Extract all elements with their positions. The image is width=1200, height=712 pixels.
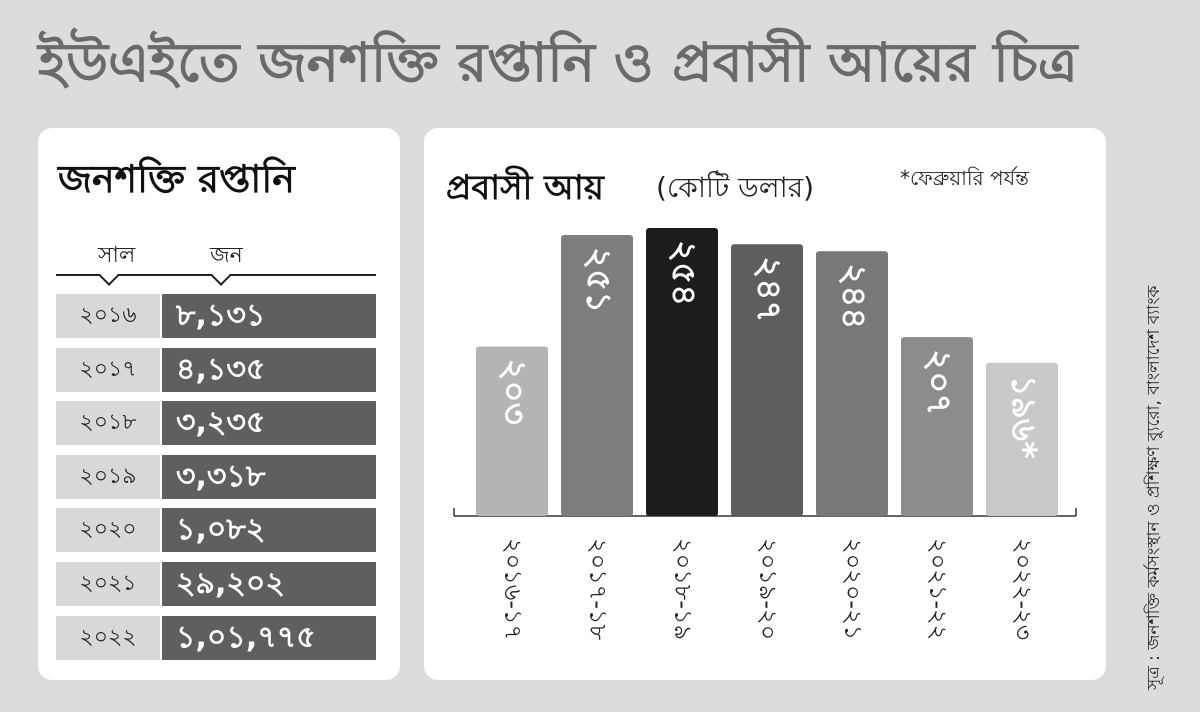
table-row: ২০২০ ১,০৮২ [56,508,376,553]
remittance-unit: (কোটি ডলার) [656,171,815,204]
row-year: ২০২২ [56,615,160,660]
source-text: সূত্র : জনশক্তি কর্মসংস্থান ও প্রশিক্ষণ … [1144,285,1164,690]
row-count: ৩,৩১৮ [162,454,376,499]
category-label: ২০১৭-১৮ [584,538,612,641]
row-count: ১,০১,৭৭৫ [162,615,376,660]
bar-value-label: ২৪৪ [834,263,874,329]
manpower-table: ২০১৬ ৮,১৩১ ২০১৭ ৪,১৩৫ ২০১৮ ৩,২৩৫ ২০১৯ ৩,… [56,294,376,669]
row-year: ২০২১ [56,561,160,606]
row-year: ২০১৬ [56,294,160,338]
row-year: ২০১৮ [56,401,160,446]
category-label: ২০১৬-১৭ [499,538,527,640]
table-row: ২০১৬ ৮,১৩১ [56,294,376,338]
table-row: ২০২২ ১,০১,৭৭৫ [56,615,376,660]
bar-value-label: ২৫৪ [664,240,704,306]
page-title: ইউএইতে জনশক্তি রপ্তানি ও প্রবাসী আয়ের চ… [38,31,1078,94]
bar-0 [476,346,548,516]
bar-value-label: ২৫১ [579,247,619,313]
remittance-note: *ফেব্রুয়ারি পর্যন্ত [900,166,1029,190]
table-row: ২০১৯ ৩,৩১৮ [56,454,376,499]
table-row: ২০২১ ২৯,২০২ [56,561,376,606]
row-year: ২০১৭ [56,347,160,392]
bar-4 [816,251,888,516]
bar-value-label: ১৯৬* [1004,375,1044,459]
manpower-title: জনশক্তি রপ্তানি [58,157,295,201]
bar-value-label: ২০৭ [919,349,959,415]
table-row: ২০১৭ ৪,১৩৫ [56,347,376,392]
row-count: ৪,১৩৫ [162,347,376,392]
remittance-panel: প্রবাসী আয় (কোটি ডলার) *ফেব্রুয়ারি পর্… [424,128,1106,680]
year-column-header: সাল [98,243,136,268]
row-year: ২০২০ [56,508,160,553]
bar-2 [646,228,718,516]
bar-5 [901,337,973,516]
bar-6 [986,362,1058,516]
category-label: ২০২১-২২ [924,538,952,640]
bar-3 [731,244,803,516]
manpower-panel: জনশক্তি রপ্তানি সাল জন ২০১৬ ৮,১৩১ ২০১৭ ৪… [38,128,400,680]
row-year: ২০১৯ [56,454,160,499]
row-count: ২৯,২০২ [162,561,376,606]
row-count: ৮,১৩১ [162,294,376,338]
category-label: ২০২২-২৩ [1009,538,1037,640]
remittance-bar-chart: ২০৩ ২০১৬-১৭ ২৫১ ২০১৭-১৮ ২৫৪ ২০১৮-১৯ ২৪৭ ২০১৯-২০… [453,228,1077,641]
table-row: ২০১৮ ৩,২৩৫ [56,401,376,446]
category-label: ২০১৮-১৯ [669,538,697,640]
source-credit: সূত্র : জনশক্তি কর্মসংস্থান ও প্রশিক্ষণ … [1140,120,1186,690]
bar-value-label: ২০৩ [494,358,534,424]
row-count: ১,০৮২ [162,508,376,553]
category-label: ২০১৯-২০ [754,538,782,640]
remittance-title: প্রবাসী আয় [446,168,604,208]
category-label: ২০২০-২১ [839,538,867,640]
bar-1 [561,234,633,516]
count-column-header: জন [210,243,243,268]
row-count: ৩,২৩৫ [162,401,376,446]
bar-value-label: ২৪৭ [749,256,789,322]
